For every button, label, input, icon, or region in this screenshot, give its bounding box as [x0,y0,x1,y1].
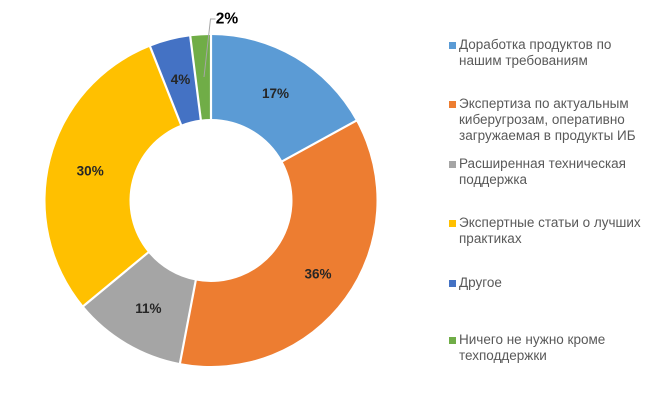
svg-text:4%: 4% [171,72,191,87]
svg-text:30%: 30% [77,164,104,179]
svg-text:11%: 11% [135,301,161,316]
svg-text:36%: 36% [304,266,331,281]
svg-text:17%: 17% [262,86,289,101]
svg-text:2%: 2% [216,11,239,28]
